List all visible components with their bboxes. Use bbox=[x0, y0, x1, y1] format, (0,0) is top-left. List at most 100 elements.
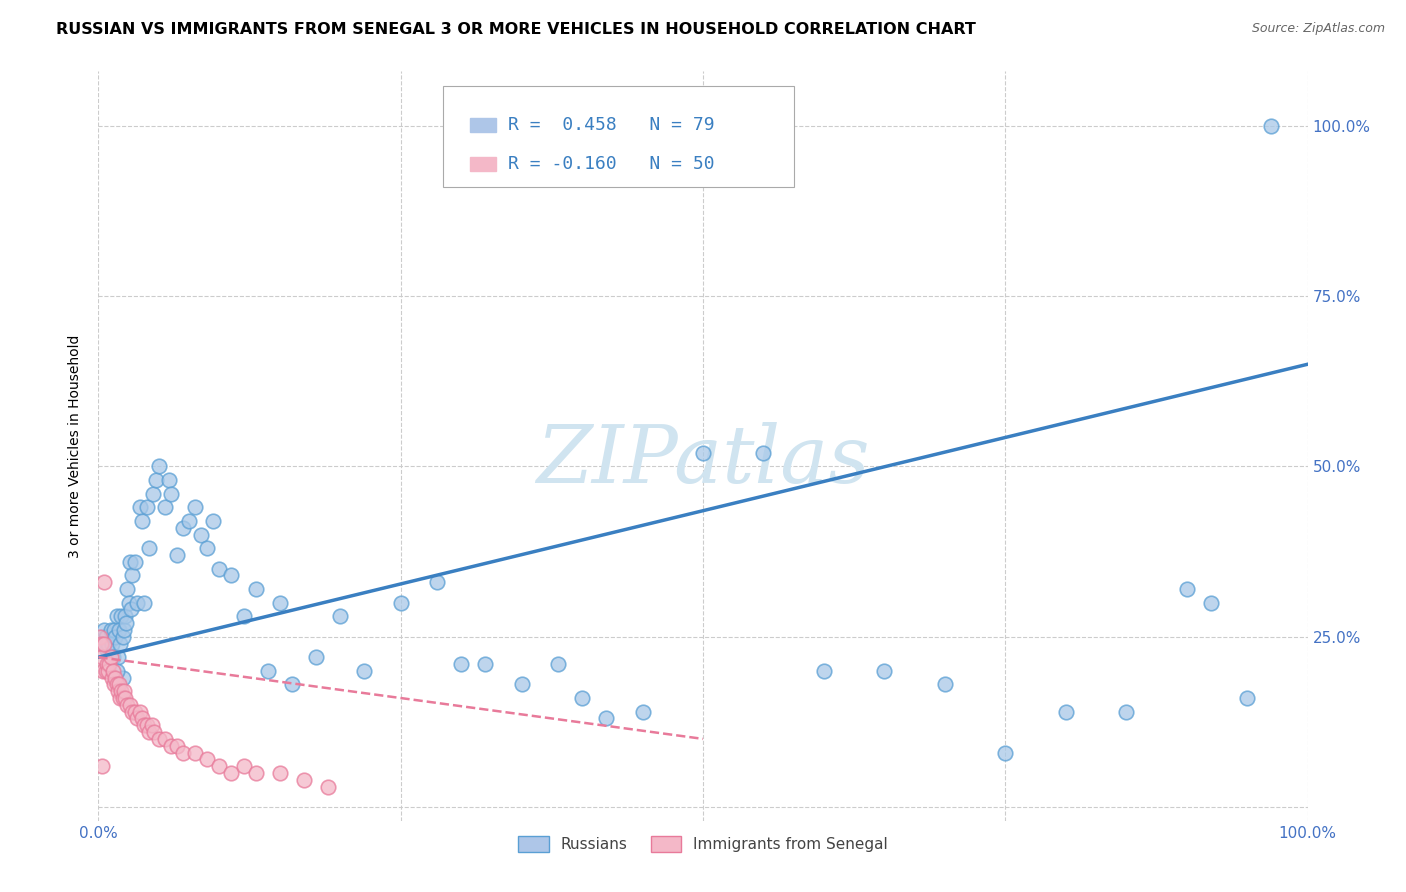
Point bbox=[104, 671, 127, 685]
Point bbox=[108, 691, 131, 706]
Point bbox=[172, 521, 194, 535]
Point bbox=[692, 446, 714, 460]
Point bbox=[98, 650, 121, 665]
Point bbox=[100, 636, 122, 650]
Text: R = -0.160   N = 50: R = -0.160 N = 50 bbox=[509, 155, 714, 173]
Point bbox=[128, 705, 150, 719]
Point bbox=[135, 718, 157, 732]
Point bbox=[127, 596, 149, 610]
Point bbox=[135, 500, 157, 515]
Point bbox=[114, 609, 136, 624]
Point bbox=[329, 609, 352, 624]
Point bbox=[97, 636, 120, 650]
Text: R =  0.458   N = 79: R = 0.458 N = 79 bbox=[509, 116, 714, 134]
Point bbox=[934, 677, 956, 691]
Point bbox=[269, 596, 291, 610]
Point bbox=[631, 705, 654, 719]
Point bbox=[389, 596, 412, 610]
Point bbox=[269, 766, 291, 780]
Point bbox=[94, 664, 117, 678]
Point bbox=[110, 609, 132, 624]
Point bbox=[221, 568, 243, 582]
Point bbox=[105, 609, 128, 624]
Point bbox=[97, 664, 120, 678]
Point bbox=[93, 636, 115, 650]
Point bbox=[120, 602, 142, 616]
Point bbox=[90, 636, 112, 650]
Point bbox=[115, 616, 138, 631]
Point bbox=[111, 691, 134, 706]
Point bbox=[160, 739, 183, 753]
Point bbox=[124, 555, 146, 569]
Point bbox=[245, 766, 267, 780]
Point bbox=[1236, 691, 1258, 706]
Point bbox=[245, 582, 267, 596]
Point bbox=[94, 630, 117, 644]
Point bbox=[166, 548, 188, 562]
Point bbox=[117, 698, 139, 712]
Point bbox=[101, 650, 124, 665]
Point bbox=[1175, 582, 1198, 596]
Point bbox=[100, 623, 122, 637]
Point bbox=[103, 677, 125, 691]
Point bbox=[91, 664, 114, 678]
Point bbox=[93, 575, 115, 590]
Point bbox=[138, 541, 160, 556]
FancyBboxPatch shape bbox=[443, 87, 793, 187]
Point bbox=[1199, 596, 1222, 610]
Point bbox=[101, 664, 124, 678]
Point bbox=[1054, 705, 1077, 719]
Point bbox=[118, 698, 141, 712]
Point bbox=[108, 677, 131, 691]
Point bbox=[100, 671, 122, 685]
Point bbox=[103, 623, 125, 637]
Point bbox=[157, 473, 180, 487]
Point bbox=[138, 725, 160, 739]
Text: Source: ZipAtlas.com: Source: ZipAtlas.com bbox=[1251, 22, 1385, 36]
Point bbox=[134, 596, 156, 610]
Point bbox=[98, 657, 121, 671]
Point bbox=[184, 746, 207, 760]
Point bbox=[114, 691, 136, 706]
Point bbox=[190, 527, 212, 541]
Point bbox=[91, 650, 114, 665]
Y-axis label: 3 or more Vehicles in Household: 3 or more Vehicles in Household bbox=[69, 334, 83, 558]
Point bbox=[571, 691, 593, 706]
Point bbox=[93, 623, 115, 637]
Point bbox=[110, 684, 132, 698]
Point bbox=[184, 500, 207, 515]
Point bbox=[107, 684, 129, 698]
FancyBboxPatch shape bbox=[470, 118, 496, 132]
Point bbox=[353, 664, 375, 678]
Point bbox=[510, 677, 533, 691]
Point bbox=[153, 731, 176, 746]
Point bbox=[153, 500, 176, 515]
Point bbox=[292, 772, 315, 787]
Point bbox=[160, 486, 183, 500]
Point bbox=[994, 746, 1017, 760]
Point bbox=[208, 561, 231, 575]
Point bbox=[108, 623, 131, 637]
Point bbox=[208, 759, 231, 773]
Point bbox=[202, 514, 225, 528]
Point bbox=[813, 664, 835, 678]
FancyBboxPatch shape bbox=[470, 157, 496, 171]
Point bbox=[112, 684, 135, 698]
Point bbox=[1260, 119, 1282, 133]
Point bbox=[148, 731, 170, 746]
Point bbox=[873, 664, 896, 678]
Point bbox=[752, 446, 775, 460]
Point bbox=[131, 514, 153, 528]
Point bbox=[105, 677, 128, 691]
Point bbox=[450, 657, 472, 671]
Point bbox=[142, 486, 165, 500]
Point bbox=[89, 630, 111, 644]
Point bbox=[107, 650, 129, 665]
Point bbox=[105, 664, 128, 678]
Point bbox=[145, 473, 167, 487]
Point bbox=[195, 541, 218, 556]
Point bbox=[96, 643, 118, 657]
Point bbox=[195, 752, 218, 766]
Point bbox=[112, 623, 135, 637]
Legend: Russians, Immigrants from Senegal: Russians, Immigrants from Senegal bbox=[512, 830, 894, 858]
